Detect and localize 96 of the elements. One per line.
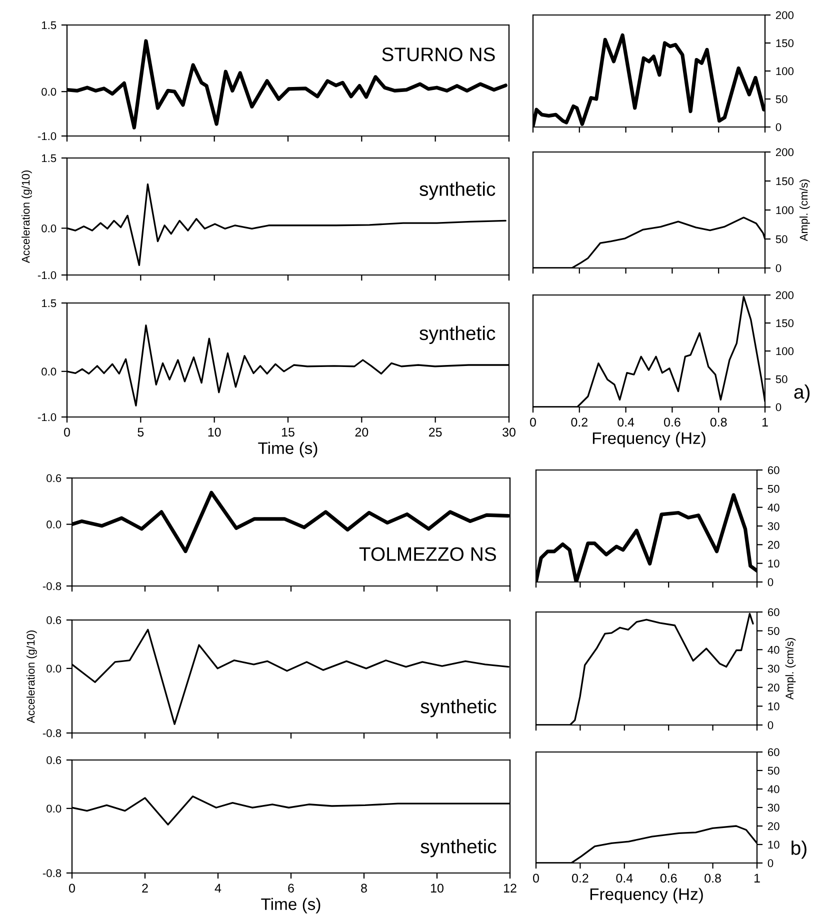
- annotation: TOLMEZZO NS: [359, 547, 496, 561]
- y-tick-label: 0: [768, 578, 774, 586]
- y-tick-label: 50: [768, 627, 780, 635]
- y-tick-label: 50: [776, 375, 788, 384]
- x-tick-label: 0.6: [660, 874, 677, 883]
- x-tick-label: 15: [282, 428, 294, 437]
- x-tick-label: 30: [502, 428, 516, 437]
- y-tick-label: 50: [768, 484, 780, 493]
- y-tick-label: 0.0: [42, 224, 56, 232]
- y-tick-label: 0: [776, 264, 782, 272]
- y-tick-label: 150: [776, 319, 794, 328]
- annotation: synthetic: [420, 839, 496, 858]
- y-tick-label: 1.5: [42, 21, 56, 30]
- x-tick-label: 4: [214, 884, 222, 892]
- y-tick-label: 0.0: [46, 520, 62, 528]
- y-tick-label: 60: [768, 608, 780, 616]
- y-tick-label: 50: [776, 235, 788, 244]
- x-tick-label: 5: [138, 428, 144, 437]
- x-tick-label: 0: [533, 874, 539, 883]
- x-tick-label: 10: [431, 884, 444, 893]
- y-tick-label: 200: [776, 148, 794, 156]
- x-axis-title: Frequency (Hz): [590, 888, 703, 904]
- y-tick-label: 60: [768, 748, 780, 756]
- annotation: STURNO NS: [382, 48, 495, 62]
- y-tick-label: 0: [776, 123, 782, 132]
- y-tick-label: 0.0: [42, 368, 56, 376]
- y-tick-label: 40: [768, 646, 780, 654]
- x-tick-label: 20: [355, 428, 368, 437]
- y-tick-label: 20: [768, 822, 780, 830]
- y-tick-label: 150: [776, 177, 794, 186]
- y-tick-label: 30: [768, 804, 780, 812]
- x-tick-label: 0: [64, 428, 70, 437]
- annotation: synthetic: [420, 182, 496, 200]
- y-tick-label: 0.6: [46, 474, 62, 482]
- y-tick-label: 0.0: [42, 88, 56, 96]
- y-tick-label: 30: [768, 664, 780, 673]
- x-tick-label: 2: [142, 884, 148, 892]
- x-tick-label: 10: [208, 428, 221, 437]
- y-tick-label: 0.6: [46, 616, 62, 624]
- x-tick-label: 0: [69, 884, 75, 893]
- y-axis-title: Acceleration (g/10): [26, 630, 37, 724]
- y-tick-label: 100: [776, 206, 794, 214]
- y-tick-label: 0.0: [46, 664, 62, 673]
- y-tick-label: -0.8: [42, 729, 62, 738]
- text: a): [794, 384, 810, 403]
- y-tick-label: 200: [776, 11, 794, 20]
- y-tick-label: 0: [768, 859, 774, 868]
- y-tick-label: 0: [768, 721, 774, 730]
- x-tick-label: 0: [530, 418, 536, 427]
- x-tick-label: 0.8: [710, 418, 727, 427]
- x-tick-label: 1: [754, 874, 760, 882]
- y-tick-label: 150: [776, 39, 794, 48]
- y-tick-label: -0.8: [42, 869, 62, 878]
- text: b): [792, 840, 806, 859]
- x-tick-label: 0.8: [704, 874, 721, 883]
- y-axis-title: Acceleration (g/10): [22, 170, 32, 264]
- x-tick-label: 0.6: [664, 418, 680, 427]
- y-tick-label: 60: [768, 466, 780, 474]
- y-tick-label: 1.5: [42, 299, 56, 308]
- annotation: synthetic: [420, 699, 496, 718]
- annotation: synthetic: [420, 326, 496, 344]
- y-tick-label: 10: [768, 840, 780, 849]
- y-axis-title: Ampl. (cm/s): [785, 638, 796, 700]
- y-tick-label: 40: [768, 785, 780, 794]
- x-tick-label: 6: [288, 884, 294, 893]
- x-axis-title: Frequency (Hz): [592, 432, 706, 448]
- y-tick-label: 0: [776, 403, 782, 412]
- y-tick-label: 50: [768, 766, 780, 775]
- y-tick-label: 40: [768, 504, 780, 512]
- y-tick-label: 20: [768, 540, 780, 549]
- x-tick-label: 0.4: [616, 874, 633, 883]
- y-axis-title: Ampl. (cm/s): [800, 180, 810, 242]
- x-axis-title: Time (s): [261, 898, 320, 914]
- x-tick-label: 8: [361, 884, 367, 893]
- y-tick-label: 0.6: [46, 756, 62, 764]
- y-tick-label: -1.0: [38, 271, 56, 280]
- y-tick-label: 200: [776, 291, 794, 300]
- y-tick-label: 100: [776, 347, 794, 356]
- y-tick-label: 100: [776, 67, 794, 76]
- x-tick-label: 0.2: [571, 418, 588, 427]
- y-tick-label: 1.5: [42, 154, 56, 162]
- y-tick-label: 0.0: [46, 804, 62, 813]
- y-tick-label: 50: [776, 95, 788, 104]
- y-tick-label: -1.0: [38, 413, 56, 422]
- x-axis-title: Time (s): [258, 442, 318, 458]
- y-tick-label: 10: [768, 560, 780, 568]
- y-tick-label: 30: [768, 522, 780, 530]
- x-tick-label: 0.4: [618, 418, 634, 427]
- y-tick-label: 20: [768, 684, 780, 692]
- x-tick-label: 12: [504, 884, 516, 892]
- x-tick-label: 1: [762, 418, 768, 426]
- y-tick-label: 10: [768, 702, 780, 710]
- x-tick-label: 0.2: [572, 874, 588, 883]
- y-tick-label: -0.8: [42, 582, 62, 590]
- x-tick-label: 25: [429, 428, 442, 437]
- y-tick-label: -1.0: [38, 132, 56, 140]
